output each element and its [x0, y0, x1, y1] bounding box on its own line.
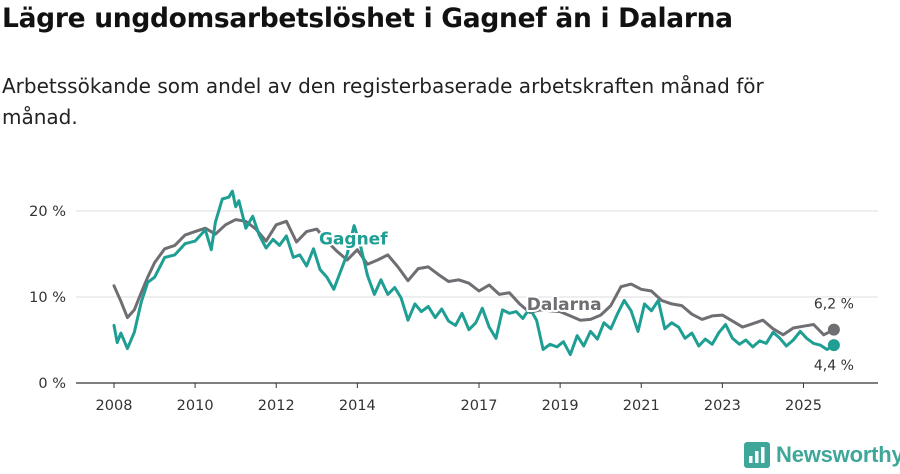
gridlines	[76, 210, 878, 384]
end-point-dalarna	[827, 323, 840, 336]
brand-name: Newsworthy	[776, 442, 900, 467]
y-axis: 0 % 10 % 20 %	[29, 204, 66, 392]
x-tick-label: 2021	[623, 398, 660, 414]
end-point-gagnef	[827, 339, 840, 352]
x-tick-label: 2017	[461, 398, 498, 414]
series-line-dalarna	[112, 218, 836, 337]
x-tick-label: 2023	[704, 398, 741, 414]
newsworthy-logo-icon	[744, 442, 770, 468]
brand-logo: Newsworthy	[744, 442, 900, 468]
x-tick-label: 2014	[339, 398, 376, 414]
y-tick-label: 0 %	[38, 376, 66, 392]
series-lines	[112, 189, 840, 357]
chart-subtitle: Arbetssökande som andel av den registerb…	[2, 74, 764, 129]
x-tick-label: 2025	[785, 398, 822, 414]
series-labels: 6,2 % Dalarna 4,4 % Gagnef	[317, 228, 854, 375]
y-tick-label: 20 %	[29, 204, 66, 220]
end-label-gagnef: 4,4 %	[814, 358, 854, 374]
series-label-gagnef: Gagnef	[319, 230, 388, 250]
x-tick-label: 2019	[542, 398, 579, 414]
series-label-dalarna: Dalarna	[527, 295, 602, 315]
series-line-gagnef	[112, 189, 836, 357]
x-axis: 2008 2010 2012 2014 2017 2019 2021 2023 2025	[96, 383, 822, 414]
x-tick-label: 2012	[258, 398, 295, 414]
end-label-dalarna: 6,2 %	[814, 297, 854, 313]
x-tick-label: 2008	[96, 398, 133, 414]
chart-title: Lägre ungdomsarbetslöshet i Gagnef än i …	[2, 3, 733, 34]
y-tick-label: 10 %	[29, 290, 66, 306]
x-tick-label: 2010	[177, 398, 214, 414]
